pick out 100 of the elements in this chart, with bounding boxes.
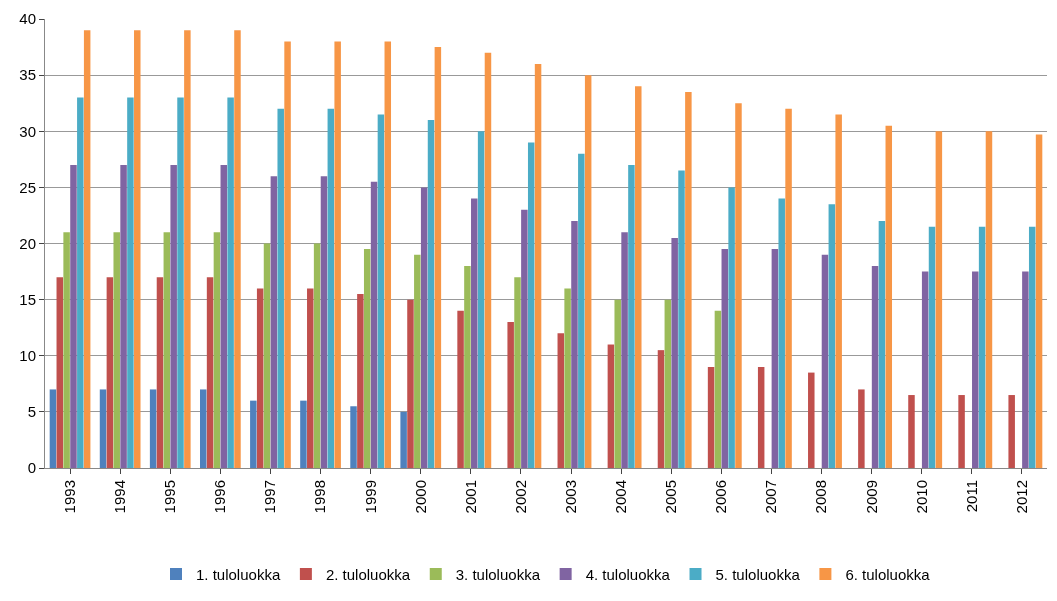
bar — [972, 271, 979, 468]
bar — [921, 271, 929, 468]
bar — [199, 389, 207, 468]
bar — [1008, 395, 1015, 468]
bar — [614, 299, 621, 468]
bar — [334, 41, 341, 468]
bar — [471, 198, 478, 468]
bar — [177, 97, 184, 468]
bar — [778, 198, 785, 468]
y-tick-label: 0 — [27, 459, 36, 477]
bar — [477, 131, 485, 468]
x-tick-label: 2001 — [461, 480, 479, 514]
bar — [685, 91, 692, 468]
bar — [514, 277, 521, 468]
bar — [420, 187, 428, 468]
bar — [671, 237, 678, 468]
bar — [935, 131, 943, 468]
bar — [928, 226, 936, 468]
y-tick-label: 15 — [19, 290, 36, 308]
bar — [534, 63, 542, 468]
bar — [213, 232, 221, 468]
bar — [363, 249, 371, 468]
bar — [808, 372, 815, 468]
bar — [757, 366, 765, 468]
bar — [678, 170, 685, 468]
x-tick-label: 1998 — [311, 480, 329, 514]
x-tick-label: 1993 — [60, 480, 78, 514]
bar — [714, 310, 722, 468]
legend-label: 5. tuloluokka — [715, 565, 801, 583]
bar — [327, 108, 335, 468]
bar — [434, 47, 442, 468]
bar — [220, 164, 228, 468]
bar — [871, 265, 879, 468]
bar — [83, 30, 91, 468]
x-tick-label: 2007 — [762, 480, 780, 514]
bar — [828, 204, 836, 468]
bar — [156, 277, 164, 468]
bar — [707, 366, 715, 468]
legend-label: 1. tuloluokka — [196, 565, 281, 583]
x-tick-label: 2002 — [511, 480, 529, 514]
bar — [350, 406, 357, 468]
bar — [1022, 271, 1029, 468]
x-tick-label: 2000 — [411, 480, 429, 514]
bar — [270, 176, 278, 468]
bar — [263, 243, 271, 468]
bar — [163, 232, 171, 468]
bar — [184, 30, 191, 468]
bar — [407, 299, 414, 468]
x-tick-label: 2010 — [912, 480, 930, 514]
bar — [206, 277, 214, 468]
x-tick-label: 2009 — [862, 480, 880, 514]
bar — [584, 75, 592, 468]
bar — [300, 400, 307, 468]
legend-label: 6. tuloluokka — [845, 565, 931, 583]
bar — [113, 232, 120, 468]
bar — [234, 30, 241, 468]
y-tick-label: 5 — [27, 403, 36, 421]
bar — [127, 97, 134, 468]
bar — [908, 395, 915, 468]
x-tick-label: 2012 — [1012, 480, 1030, 514]
bar — [557, 333, 565, 468]
bar — [307, 288, 314, 468]
bar — [99, 389, 107, 468]
bar — [464, 265, 471, 468]
x-tick-label: 2011 — [962, 480, 980, 513]
bar — [607, 344, 615, 468]
bar — [277, 108, 284, 468]
bar — [885, 125, 893, 468]
bar — [56, 277, 64, 468]
bar — [578, 153, 585, 468]
bar — [571, 221, 578, 468]
bar — [256, 288, 264, 468]
bar — [564, 288, 571, 468]
y-tick-label: 30 — [19, 122, 36, 140]
x-tick-label: 2005 — [662, 480, 680, 514]
x-tick-label: 1999 — [361, 480, 379, 514]
bar — [357, 294, 364, 468]
x-tick-label: 1997 — [261, 480, 279, 514]
x-tick-label: 1995 — [161, 480, 179, 514]
legend-label: 2. tuloluokka — [325, 565, 411, 583]
bar — [313, 243, 321, 468]
bar — [170, 164, 177, 468]
bar — [521, 209, 528, 468]
bar — [414, 254, 421, 468]
y-tick-label: 10 — [19, 347, 36, 364]
bar — [735, 103, 742, 468]
bar — [878, 221, 886, 468]
bar — [621, 232, 628, 468]
bar — [664, 299, 672, 468]
bar — [771, 249, 779, 468]
bar — [427, 120, 435, 468]
bar — [527, 142, 535, 468]
bar — [835, 114, 842, 468]
bar — [985, 131, 993, 468]
y-tick-label: 40 — [19, 10, 36, 28]
x-tick-label: 1996 — [211, 480, 229, 514]
bar — [1028, 226, 1036, 468]
bar — [284, 41, 291, 468]
y-tick-label: 35 — [19, 66, 36, 84]
bar — [507, 322, 514, 468]
